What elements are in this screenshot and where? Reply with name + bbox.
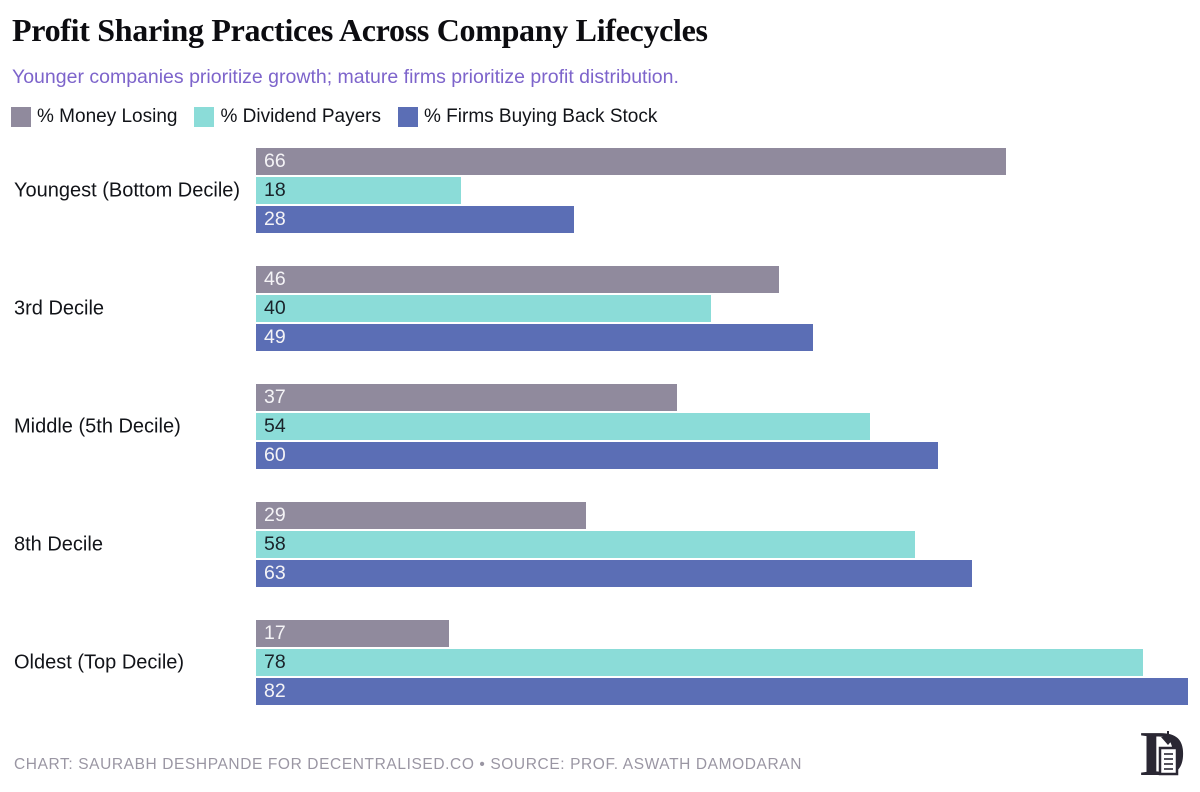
bar-value-label: 37 [264, 386, 286, 408]
bar: 46 [256, 266, 779, 293]
bar-group: Middle (5th Decile) 37 54 60 [0, 384, 1200, 469]
bar-value-label: 54 [264, 415, 286, 437]
bar-value-label: 66 [264, 150, 286, 172]
category-label: Middle (5th Decile) [14, 415, 181, 437]
bar-group: 8th Decile 29 58 63 [0, 502, 1200, 587]
legend-swatch-icon [398, 107, 418, 127]
legend-item: % Money Losing [11, 106, 177, 128]
legend-item: % Firms Buying Back Stock [398, 106, 657, 128]
category-label: Youngest (Bottom Decile) [14, 179, 241, 201]
bar-value-label: 58 [264, 533, 286, 555]
legend-item: % Dividend Payers [194, 106, 381, 128]
legend-label: % Money Losing [37, 106, 178, 127]
bar-chart: Youngest (Bottom Decile) 66 18 28 3rd Decile… [0, 148, 1200, 705]
bar-group: Youngest (Bottom Decile) 66 18 28 [0, 148, 1200, 233]
bar-stack: 29 58 63 [256, 502, 1200, 587]
legend-label: % Firms Buying Back Stock [424, 106, 658, 127]
bar: 66 [256, 148, 1006, 175]
bar: 63 [256, 560, 972, 587]
bar: 78 [256, 649, 1143, 676]
bar: 58 [256, 531, 915, 558]
bar: 82 [256, 678, 1188, 705]
legend: % Money Losing % Dividend Payers % Firms B… [11, 106, 657, 128]
bar-value-label: 40 [264, 297, 286, 319]
bar-value-label: 28 [264, 208, 286, 230]
bar: 40 [256, 295, 711, 322]
bar-stack: 66 18 28 [256, 148, 1200, 233]
category-label: Oldest (Top Decile) [14, 651, 185, 673]
bar-stack: 46 40 49 [256, 266, 1200, 351]
footer-credit: CHART: SAURABH DESHPANDE FOR DECENTRALIS… [14, 756, 803, 773]
bar: 18 [256, 177, 461, 204]
bar-value-label: 49 [264, 326, 286, 348]
legend-swatch-icon [11, 107, 31, 127]
bar-group: Oldest (Top Decile) 17 78 82 [0, 620, 1200, 705]
bar-value-label: 17 [264, 622, 286, 644]
bar-stack: 37 54 60 [256, 384, 1200, 469]
bar-value-label: 78 [264, 651, 286, 673]
chart-subtitle: Younger companies prioritize growth; mat… [12, 66, 679, 88]
legend-label: % Dividend Payers [220, 106, 381, 127]
bar: 17 [256, 620, 449, 647]
bar: 49 [256, 324, 813, 351]
bar-value-label: 29 [264, 504, 286, 526]
category-label: 3rd Decile [14, 297, 105, 319]
page-title: Profit Sharing Practices Across Company … [12, 12, 708, 48]
decentralised-logo: D [1140, 718, 1194, 789]
legend-swatch-icon [194, 107, 215, 127]
bar-stack: 17 78 82 [256, 620, 1200, 705]
bar: 28 [256, 206, 574, 233]
bar: 60 [256, 442, 938, 469]
decentralised-logo-icon: D [1140, 718, 1186, 789]
bar: 29 [256, 502, 586, 529]
bar-value-label: 60 [264, 444, 286, 466]
bar-value-label: 46 [264, 268, 286, 290]
bar: 37 [256, 384, 677, 411]
bar-value-label: 63 [264, 562, 286, 584]
bar-value-label: 82 [264, 680, 286, 702]
bar: 54 [256, 413, 870, 440]
bar-group: 3rd Decile 46 40 49 [0, 266, 1200, 351]
category-label: 8th Decile [14, 533, 103, 555]
bar-value-label: 18 [264, 179, 286, 201]
